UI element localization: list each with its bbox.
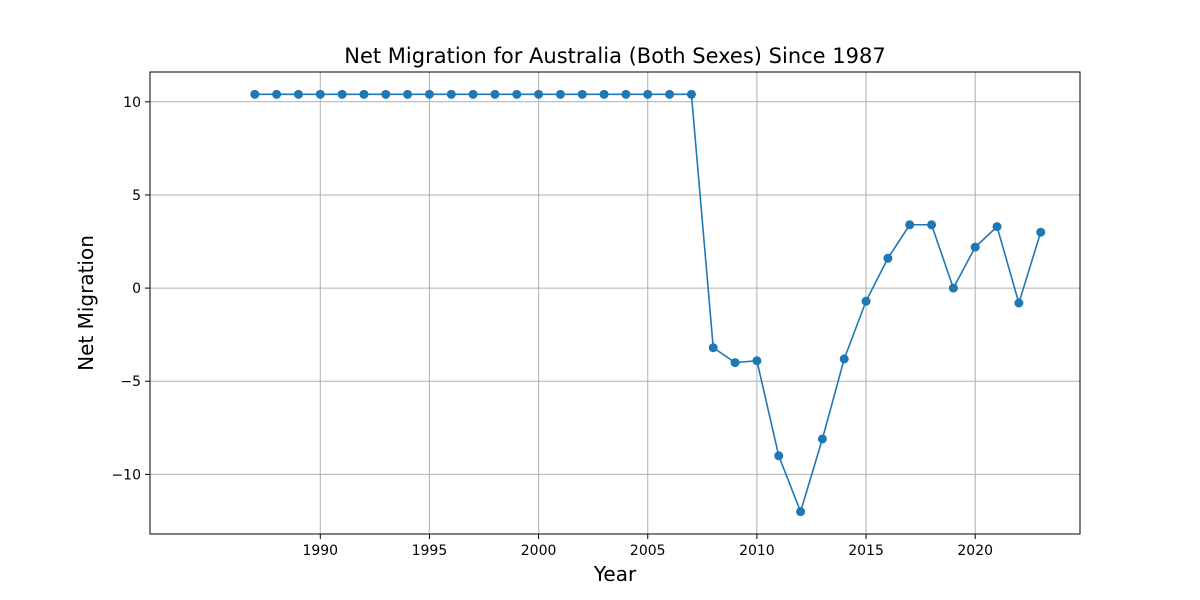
chart-title: Net Migration for Australia (Both Sexes)…	[344, 44, 885, 68]
y-tick-label: 0	[132, 281, 141, 297]
data-point	[948, 283, 958, 293]
data-point	[643, 89, 653, 99]
series-layer	[250, 89, 1046, 517]
y-tick-label: −5	[120, 374, 141, 390]
data-point	[905, 220, 915, 230]
grid	[150, 72, 1080, 534]
y-tick-label: 10	[123, 95, 141, 111]
data-point	[1014, 298, 1024, 308]
data-point	[992, 222, 1002, 232]
data-point	[708, 343, 718, 353]
x-tick-label: 2020	[957, 543, 993, 559]
data-point	[621, 89, 631, 99]
x-tick-label: 1995	[412, 543, 448, 559]
y-axis-label: Net Migration	[74, 235, 98, 371]
x-tick-label: 2010	[739, 543, 775, 559]
data-point	[512, 89, 522, 99]
data-point	[861, 296, 871, 306]
data-point	[796, 507, 806, 517]
data-point	[817, 434, 827, 444]
x-tick-label: 1990	[302, 543, 338, 559]
y-tick-label: 5	[132, 188, 141, 204]
data-point	[424, 89, 434, 99]
x-tick-label: 2000	[521, 543, 557, 559]
x-tick-label: 2015	[848, 543, 884, 559]
data-point	[403, 89, 413, 99]
data-point	[250, 89, 260, 99]
data-point	[490, 89, 500, 99]
data-point	[359, 89, 369, 99]
plot-frame	[149, 71, 1081, 535]
data-point	[337, 89, 347, 99]
data-point	[315, 89, 325, 99]
data-point	[293, 89, 303, 99]
data-point	[883, 253, 893, 263]
data-point	[730, 358, 740, 368]
data-point	[752, 356, 762, 366]
data-point	[446, 89, 456, 99]
data-point	[927, 220, 937, 230]
axis-ticks: 1990 1995 2000 2005 2010 2015 2020 10 5 0 −5 −10	[111, 95, 993, 559]
data-point	[577, 89, 587, 99]
data-point	[555, 89, 565, 99]
data-point	[468, 89, 478, 99]
data-point	[272, 89, 282, 99]
data-point	[970, 242, 980, 252]
data-point	[381, 89, 391, 99]
data-point	[1036, 227, 1046, 237]
data-point	[665, 89, 675, 99]
data-point	[599, 89, 609, 99]
data-point	[839, 354, 849, 364]
y-tick-label: −10	[111, 467, 141, 483]
data-point	[686, 89, 696, 99]
x-tick-label: 2005	[630, 543, 666, 559]
data-point	[774, 451, 784, 461]
data-point	[534, 89, 544, 99]
x-axis-label: Year	[593, 562, 637, 586]
